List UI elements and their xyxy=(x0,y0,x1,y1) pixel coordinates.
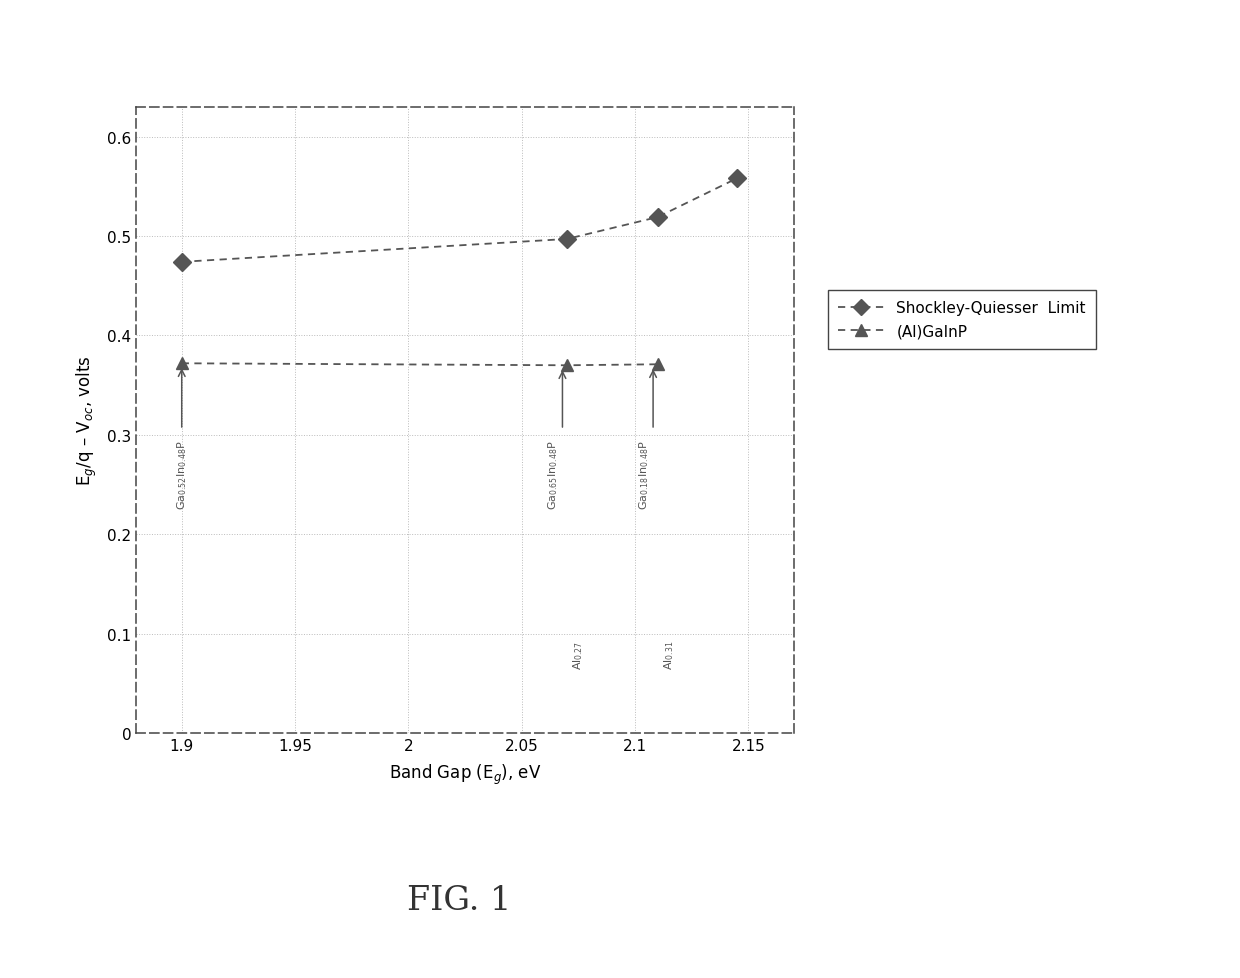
(Al)GaInP xyxy=(650,359,665,371)
Line: Shockley-Quiesser  Limit: Shockley-Quiesser Limit xyxy=(176,173,743,269)
Text: Ga$_{0.18}$In$_{0.48}$P: Ga$_{0.18}$In$_{0.48}$P xyxy=(637,440,651,510)
Shockley-Quiesser  Limit xyxy=(650,212,665,224)
(Al)GaInP xyxy=(175,358,190,370)
Text: Ga$_{0.52}$In$_{0.48}$P: Ga$_{0.52}$In$_{0.48}$P xyxy=(175,440,188,510)
Y-axis label: E$_g$/q – V$_{oc}$, volts: E$_g$/q – V$_{oc}$, volts xyxy=(74,355,99,486)
Shockley-Quiesser  Limit xyxy=(175,256,190,268)
X-axis label: Band Gap (E$_g$), eV: Band Gap (E$_g$), eV xyxy=(389,762,541,786)
Shockley-Quiesser  Limit xyxy=(729,173,744,185)
Text: Ga$_{0.65}$In$_{0.48}$P: Ga$_{0.65}$In$_{0.48}$P xyxy=(547,440,560,510)
Line: (Al)GaInP: (Al)GaInP xyxy=(176,358,663,373)
Text: Al$_{0.27}$: Al$_{0.27}$ xyxy=(572,640,585,669)
(Al)GaInP xyxy=(559,360,574,372)
Text: Al$_{0.31}$: Al$_{0.31}$ xyxy=(662,640,676,669)
Shockley-Quiesser  Limit xyxy=(559,234,574,245)
Text: FIG. 1: FIG. 1 xyxy=(407,884,511,916)
Legend: Shockley-Quiesser  Limit, (Al)GaInP: Shockley-Quiesser Limit, (Al)GaInP xyxy=(827,290,1096,349)
